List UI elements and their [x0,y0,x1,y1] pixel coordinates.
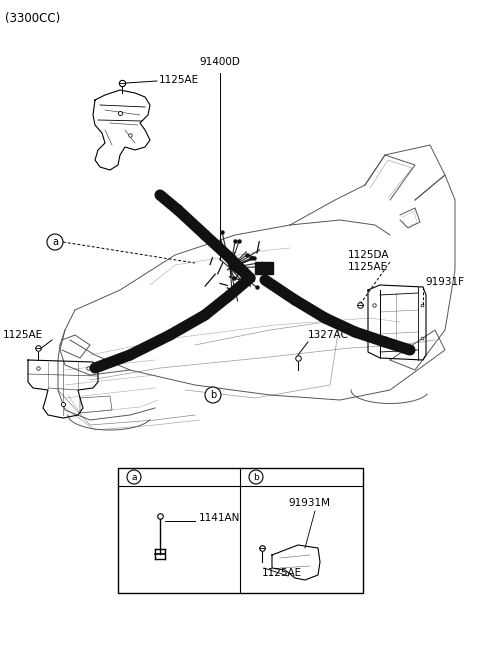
Text: b: b [253,472,259,482]
Text: 91400D: 91400D [200,57,240,67]
Circle shape [47,234,63,250]
Text: a: a [52,237,58,247]
Text: (3300CC): (3300CC) [5,12,60,25]
Bar [118,468,363,593]
Text: b: b [210,390,216,400]
Text: 1327AC: 1327AC [308,330,349,340]
Circle shape [249,470,263,484]
Text: 1125DA: 1125DA [348,250,389,260]
Text: a: a [131,472,137,482]
Circle shape [205,387,221,403]
Text: 1125AE: 1125AE [159,75,199,85]
Text: 91931M: 91931M [288,498,330,508]
Text: 1125AE: 1125AE [262,568,302,578]
Text: 91931F: 91931F [425,277,464,287]
Text: 1141AN: 1141AN [199,513,240,523]
Text: 1125AE: 1125AE [348,262,388,272]
Bar [255,262,273,274]
Circle shape [127,470,141,484]
Text: 1125AE: 1125AE [3,330,43,340]
